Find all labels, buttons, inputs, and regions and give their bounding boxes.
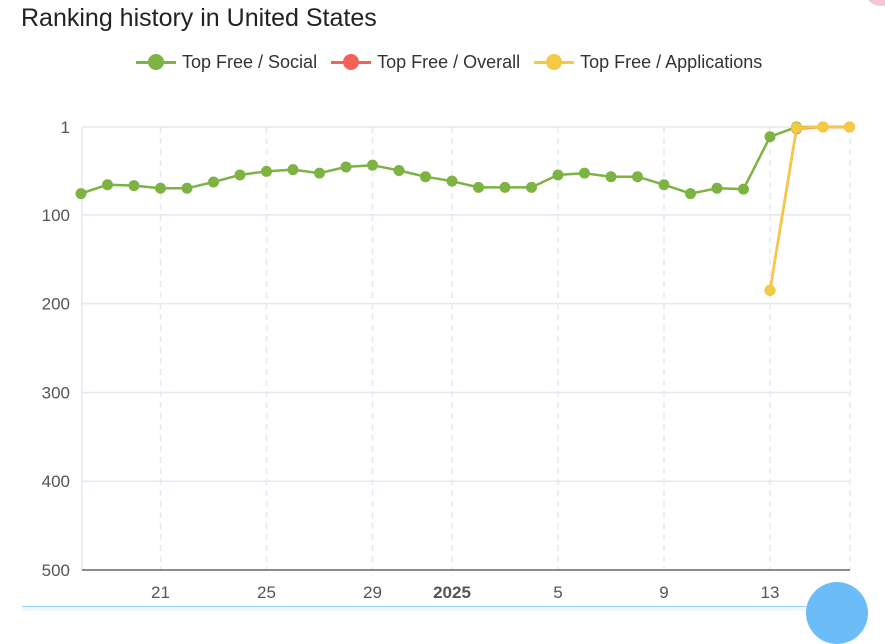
data-point-social (102, 179, 113, 191)
chart-legend: Top Free / Social Top Free / Overall Top… (136, 50, 776, 74)
data-point-social (287, 164, 299, 176)
data-point-social (208, 176, 219, 188)
y-tick-label: 200 (42, 295, 70, 314)
legend-item-overall[interactable]: Top Free / Overall (331, 52, 520, 73)
legend-swatch-overall (331, 52, 372, 72)
data-point-social (75, 188, 87, 200)
data-point-social (526, 181, 537, 193)
data-point-social (340, 161, 352, 173)
data-point-social (685, 188, 696, 200)
data-point-applications (764, 284, 776, 296)
legend-swatch-applications (534, 52, 575, 72)
data-point-social (261, 165, 272, 177)
data-point-social (314, 167, 325, 179)
data-point-applications (791, 122, 802, 134)
x-tick-label: 21 (151, 583, 170, 602)
x-tick-label: 2025 (433, 583, 471, 602)
scroll-top-button[interactable] (806, 582, 868, 644)
y-tick-label: 1 (61, 118, 70, 137)
bottom-panel-edge (22, 606, 807, 611)
data-point-social (738, 183, 749, 195)
data-point-applications (817, 121, 829, 133)
data-point-social (552, 169, 564, 181)
data-point-social (711, 182, 723, 194)
series-line-applications (768, 125, 850, 291)
data-point-social (764, 131, 776, 143)
x-tick-label: 5 (553, 583, 562, 602)
page-title: Ranking history in United States (21, 4, 377, 32)
y-tick-label: 100 (42, 206, 70, 225)
legend-item-social[interactable]: Top Free / Social (136, 52, 317, 73)
data-point-social (658, 179, 670, 191)
data-point-social (420, 171, 431, 183)
x-tick-label: 29 (363, 583, 382, 602)
data-point-social (155, 182, 166, 194)
data-point-social (579, 167, 590, 179)
data-point-social (181, 182, 193, 194)
x-tick-label: 13 (761, 583, 780, 602)
legend-swatch-social (136, 52, 176, 72)
data-point-social (446, 175, 458, 187)
y-tick-label: 500 (42, 561, 70, 580)
data-point-social (632, 171, 643, 183)
ranking-chart: 1 100 200 300 400 500 21 25 29 2025 5 9 13 (42, 118, 855, 602)
data-point-social (605, 171, 617, 183)
data-point-social (128, 180, 140, 192)
legend-item-applications[interactable]: Top Free / Applications (534, 52, 762, 73)
corner-decoration (866, 0, 885, 6)
data-point-applications (844, 121, 855, 133)
data-point-social (499, 181, 511, 193)
y-tick-label: 400 (42, 472, 70, 491)
x-tick-label: 25 (257, 583, 276, 602)
data-point-social (367, 159, 378, 171)
data-point-social (473, 181, 484, 193)
x-tick-label: 9 (659, 583, 668, 602)
legend-label-overall: Top Free / Overall (377, 51, 521, 72)
data-point-social (234, 169, 246, 181)
legend-label-social: Top Free / Social (182, 51, 318, 72)
legend-label-applications: Top Free / Applications (580, 51, 763, 72)
data-point-social (393, 165, 405, 177)
series-line-social (80, 125, 850, 195)
series-line-overall (768, 125, 850, 291)
y-tick-label: 300 (42, 383, 70, 402)
